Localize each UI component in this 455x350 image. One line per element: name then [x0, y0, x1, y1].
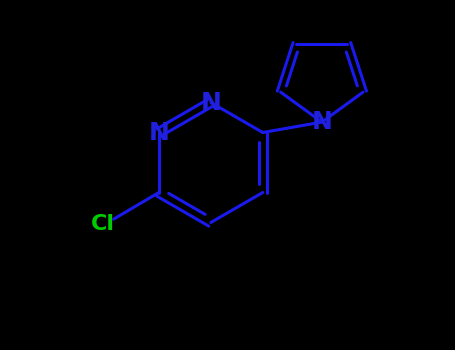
Text: N: N: [200, 91, 221, 114]
Text: N: N: [148, 120, 169, 145]
Text: N: N: [311, 110, 332, 134]
Text: Cl: Cl: [91, 214, 115, 234]
